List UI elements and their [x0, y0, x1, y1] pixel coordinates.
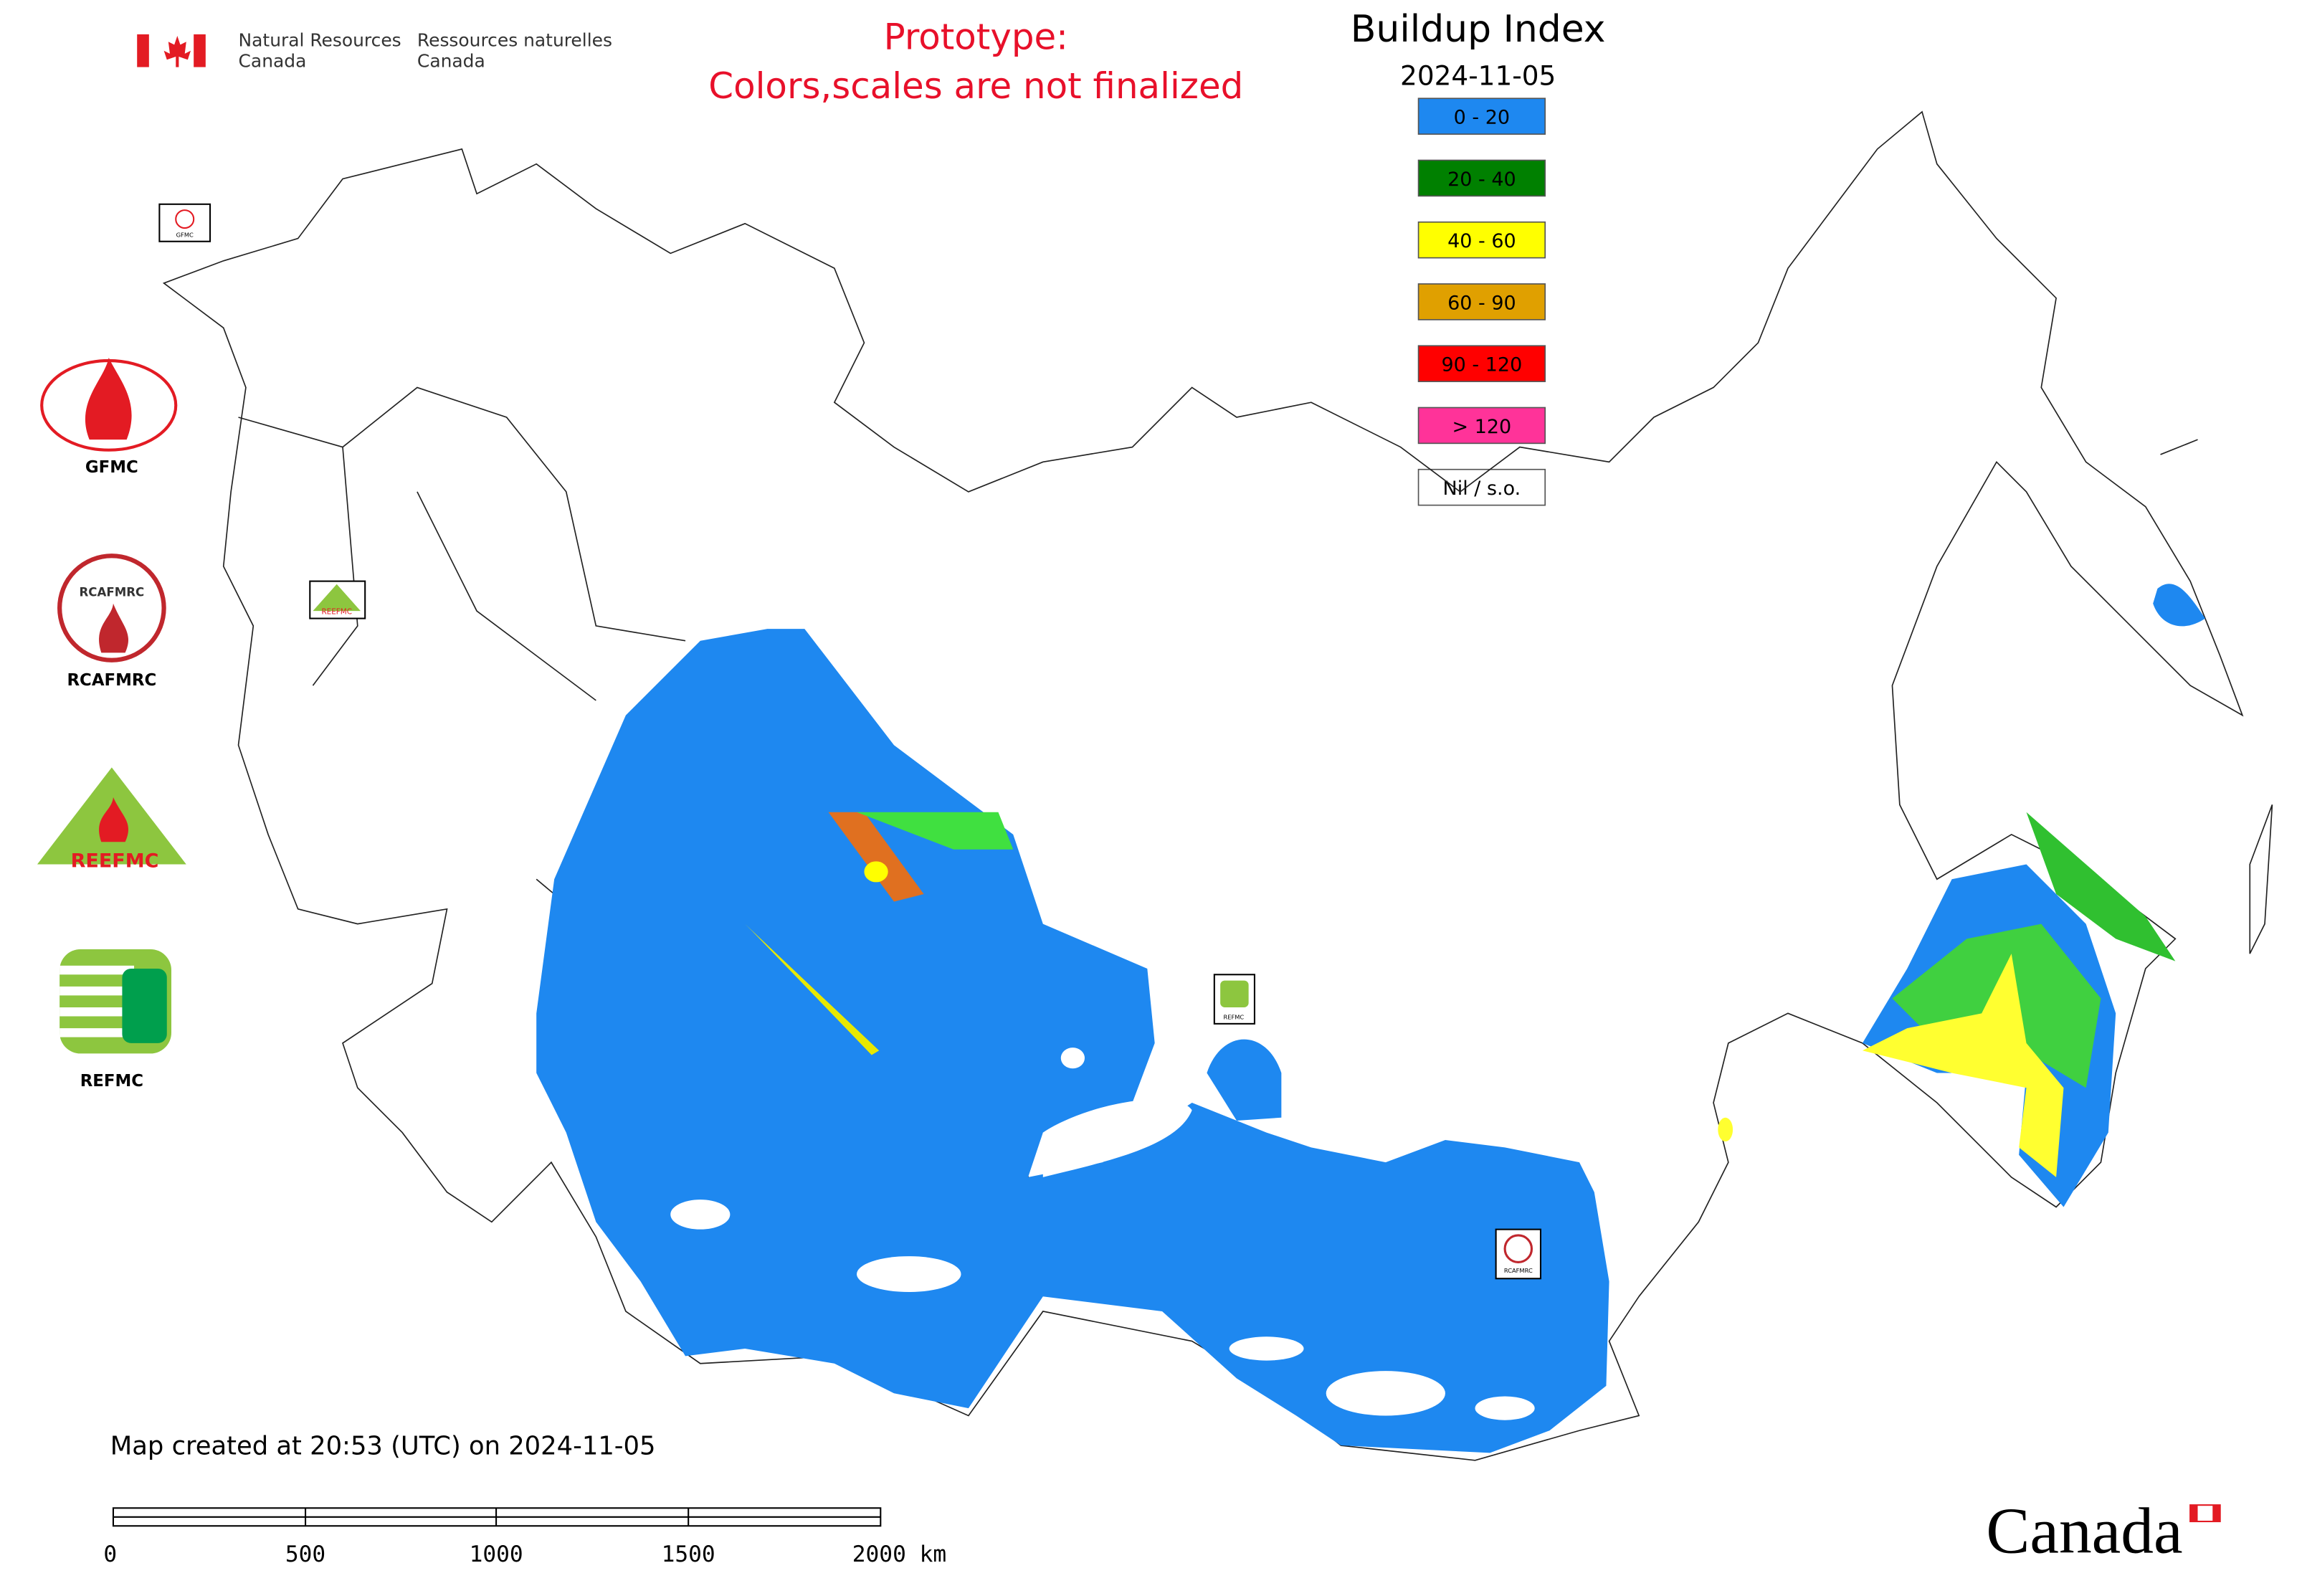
scale-label: 0 — [103, 1542, 117, 1567]
legend-label: > 120 — [1452, 416, 1512, 438]
dept-fr: Canada — [417, 51, 485, 72]
marker-label: GFMC — [176, 232, 194, 239]
created-note: Map created at 20:53 (UTC) on 2024-11-05 — [110, 1431, 656, 1460]
legend-swatch — [1417, 98, 1546, 135]
logo-label: REEFMC — [71, 850, 159, 873]
legend-label: 60 - 90 — [1447, 292, 1516, 314]
scale-label: 500 — [285, 1542, 325, 1567]
legend-swatch — [1417, 283, 1546, 320]
marker-label: REFMC — [1223, 1014, 1244, 1021]
logo-label: RCAFMRC — [67, 671, 156, 690]
notice: Prototype: — [884, 16, 1068, 58]
nrcan-signature: Natural Resources Canada Ressources natu… — [137, 29, 612, 72]
dept-en: Canada — [239, 51, 307, 72]
legend-label: 90 - 120 — [1441, 354, 1522, 376]
center-markers: GFMC REEFMC REFMC RCAFMRC — [158, 203, 1542, 1280]
legend-swatch — [1417, 159, 1546, 197]
partner-logos: GFMC RCAFMRC RCAFMRC REEFMC REFMC — [37, 357, 186, 1091]
notice: Colors,scales are not finalized — [708, 65, 1243, 107]
scale-label: 2000 km — [852, 1542, 946, 1567]
bui-raster — [536, 584, 2205, 1453]
wordmark: Canada — [1986, 1495, 2182, 1567]
land-outline — [162, 110, 2273, 1461]
logo-label: GFMC — [85, 458, 138, 477]
legend-label: 40 - 60 — [1447, 230, 1516, 252]
legend: 0 - 20 20 - 40 40 - 60 60 - 90 90 - 120 > 120… — [1417, 98, 1546, 506]
legend-swatch — [1417, 345, 1546, 382]
legend-label: 0 - 20 — [1454, 107, 1510, 129]
legend-label: Nil / s.o. — [1443, 478, 1521, 500]
legend-title: Buildup Index — [1351, 8, 1606, 51]
dept-fr: Ressources naturelles — [417, 29, 612, 50]
dept-en: Natural Resources — [239, 29, 401, 50]
legend-swatch — [1417, 407, 1546, 445]
legend-swatch — [1417, 221, 1546, 259]
marker-label: REEFMC — [321, 607, 351, 616]
canada-wordmark: Canada — [1986, 1495, 2221, 1567]
legend-date: 2024-11-05 — [1400, 60, 1556, 92]
svg-text:RCAFMRC: RCAFMRC — [80, 585, 145, 599]
scale-label: 1000 — [470, 1542, 523, 1567]
scale-label: 1500 — [662, 1542, 715, 1567]
marker-label: RCAFMRC — [1504, 1267, 1533, 1274]
scale-bar: 0 500 1000 1500 2000 km — [103, 1507, 946, 1567]
logo-label: REFMC — [80, 1072, 143, 1091]
legend-label: 20 - 40 — [1447, 168, 1516, 191]
